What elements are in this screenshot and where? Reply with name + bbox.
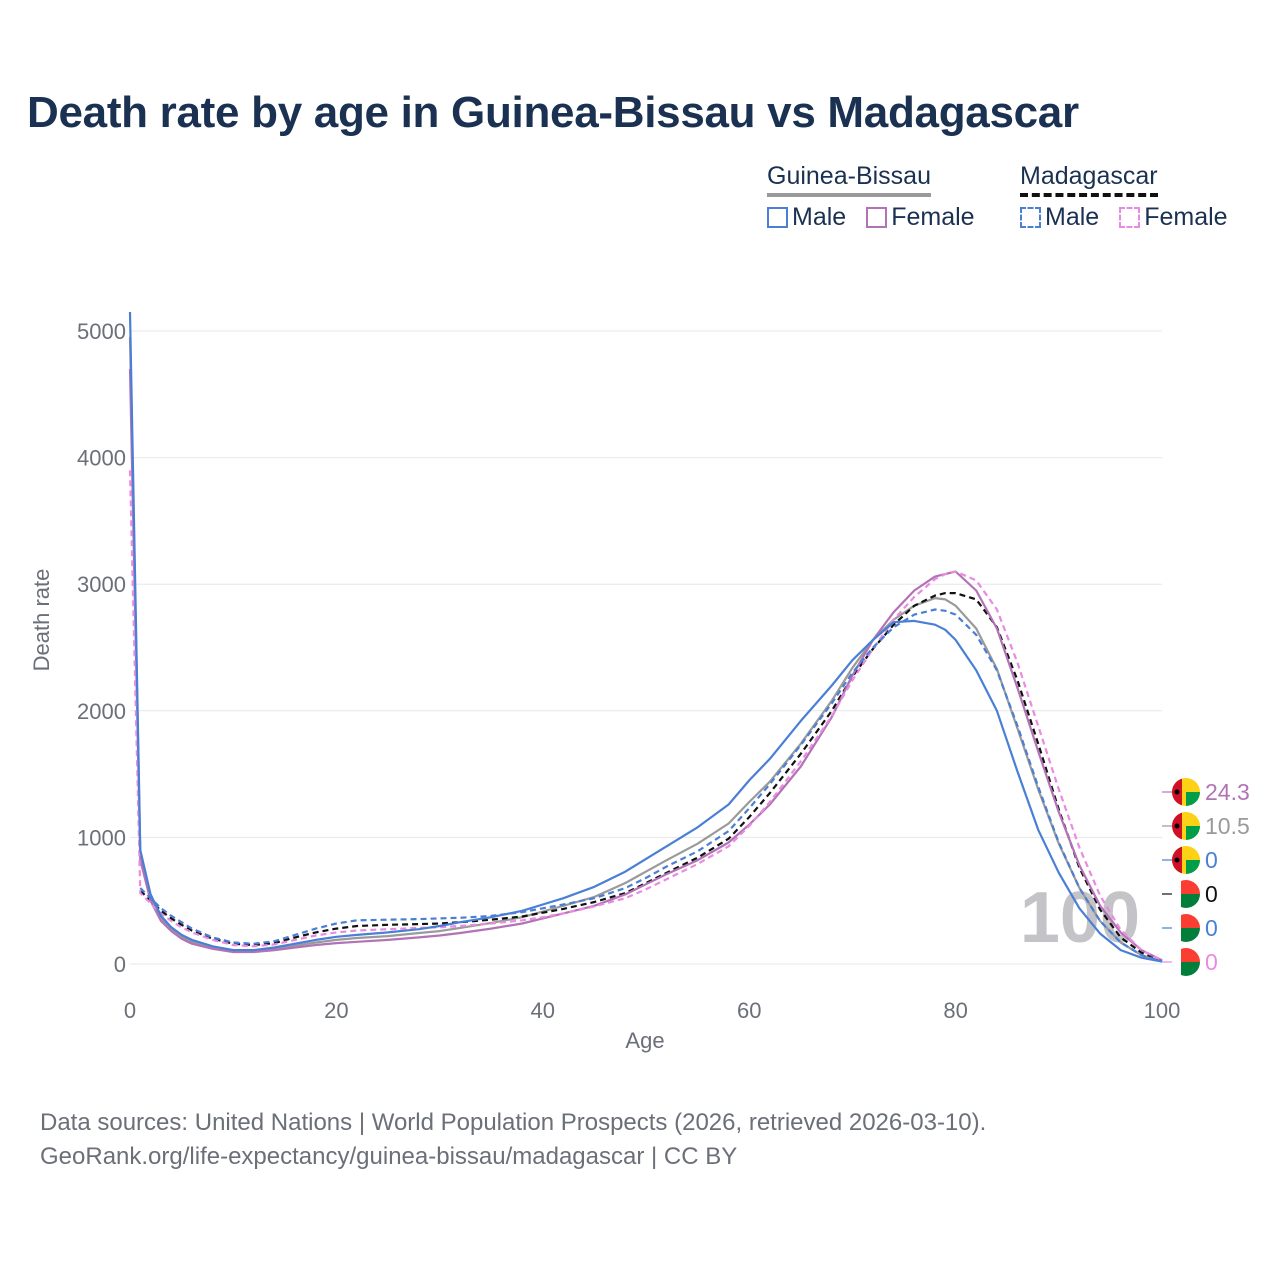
- legend-swatch-male-dashed: [1020, 207, 1041, 228]
- legend-swatch-female: [866, 207, 888, 228]
- axes: 0 1000 2000 3000 4000 5000 0 20 40 60 80 100: [77, 319, 1180, 1023]
- legend-item-label: Male: [1045, 203, 1100, 231]
- x-tick-label: 40: [531, 998, 555, 1023]
- series-line-madagascar-male[interactable]: [139, 608, 1163, 963]
- current-age-marker: 100: [1020, 878, 1140, 958]
- y-tick-label: 5000: [77, 319, 126, 344]
- x-tick-label: 20: [324, 998, 348, 1023]
- series-end-label: 10.5: [1205, 813, 1250, 839]
- legend-group-guinea-bissau: Guinea-Bissau Male Female: [767, 162, 975, 232]
- legend-item-gb-female[interactable]: Female: [866, 203, 975, 232]
- sources-line: Data sources: United Nations | World Pop…: [40, 1109, 987, 1136]
- guinea-bissau-flag-icon: [1172, 846, 1200, 874]
- data-sources: Data sources: United Nations | World Pop…: [40, 1106, 986, 1174]
- x-axis-title: Age: [625, 1028, 664, 1053]
- legend-item-label: Male: [792, 203, 847, 231]
- legend-item-label: Female: [891, 203, 975, 231]
- x-tick-label: 80: [943, 998, 967, 1023]
- sources-link[interactable]: GeoRank.org/life-expectancy/guinea-bissa…: [40, 1143, 738, 1170]
- series-line-guinea-bissau-male[interactable]: [128, 311, 1163, 963]
- legend-item-gb-male[interactable]: Male: [767, 203, 846, 232]
- madagascar-flag-icon: [1172, 880, 1200, 908]
- legend-group-madagascar: Madagascar Male Female: [1020, 162, 1228, 232]
- legend-item-label: Female: [1144, 203, 1228, 231]
- series-end-label: 0: [1205, 915, 1218, 941]
- y-tick-label: 3000: [77, 572, 126, 597]
- legend-group-label: Guinea-Bissau: [767, 162, 931, 197]
- legend-item-md-male[interactable]: Male: [1020, 203, 1099, 232]
- series-end-label: 0: [1205, 847, 1218, 873]
- x-tick-label: 0: [124, 998, 136, 1023]
- x-tick-label: 100: [1144, 998, 1181, 1023]
- series-line-madagascar-female[interactable]: [128, 470, 1163, 962]
- series-line-madagascar-total[interactable]: [139, 592, 1163, 962]
- series-end-label: 0: [1205, 881, 1218, 907]
- guinea-bissau-flag-icon: [1172, 778, 1200, 806]
- y-tick-label: 1000: [77, 825, 126, 850]
- series-line-guinea-bissau-total[interactable]: [128, 337, 1163, 963]
- y-tick-label: 0: [114, 952, 126, 977]
- series-line-guinea-bissau-female[interactable]: [128, 368, 1163, 962]
- y-tick-label: 4000: [77, 446, 126, 471]
- legend-group-label: Madagascar: [1020, 162, 1158, 197]
- end-labels: 24.3 10.5 0 0 0 0: [1162, 778, 1250, 976]
- x-tick-label: 60: [737, 998, 761, 1023]
- legend-swatch-female-dashed: [1119, 207, 1141, 228]
- y-tick-label: 2000: [77, 699, 126, 724]
- guinea-bissau-flag-icon: [1172, 812, 1200, 840]
- chart-title: Death rate by age in Guinea-Bissau vs Ma…: [27, 88, 1079, 137]
- y-axis-title: Death rate: [29, 569, 54, 672]
- madagascar-flag-icon: [1172, 948, 1200, 976]
- series-end-label: 24.3: [1205, 779, 1250, 805]
- legend-swatch-male: [767, 207, 788, 228]
- madagascar-flag-icon: [1172, 914, 1200, 942]
- grid-lines: [130, 330, 1162, 965]
- legend-item-md-female[interactable]: Female: [1119, 203, 1228, 232]
- series-end-label: 0: [1205, 949, 1218, 975]
- series-lines: [128, 311, 1163, 963]
